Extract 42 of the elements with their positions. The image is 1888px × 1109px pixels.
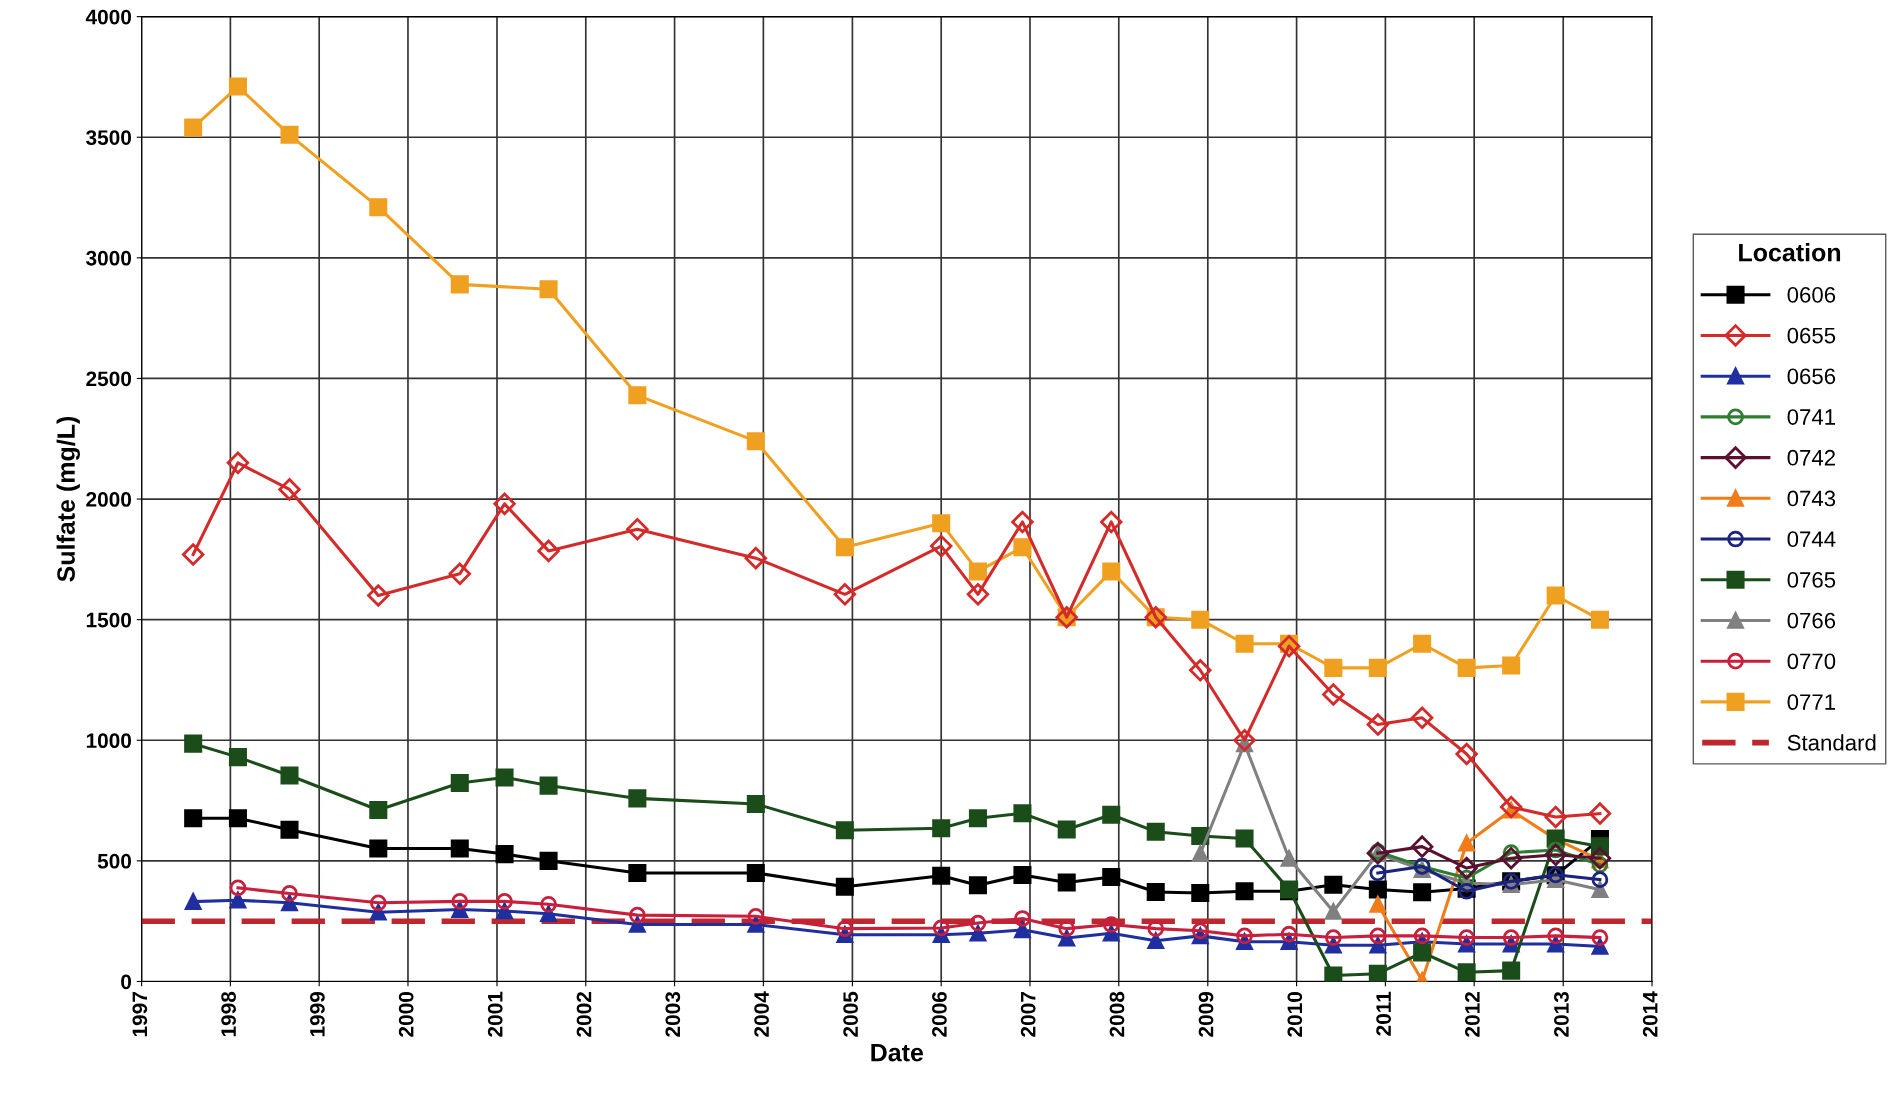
x-tick-label: 2006 — [932, 991, 947, 1037]
legend-label: 0606 — [1787, 287, 1836, 303]
x-tick-label: 2004 — [754, 991, 769, 1037]
legend-label: 0655 — [1787, 327, 1836, 344]
x-tick-label: 1997 — [132, 992, 148, 1037]
x-tick-label: 2003 — [665, 991, 681, 1037]
x-tick-label: 2002 — [576, 992, 592, 1037]
x-tick-label: 2001 — [487, 991, 503, 1037]
x-tick-label: 2012 — [1465, 992, 1480, 1037]
y-tick-label: 4000 — [85, 9, 132, 25]
y-tick-label: 1500 — [86, 612, 132, 628]
legend-label: 0771 — [1787, 694, 1835, 710]
y-axis-title: Sulfate (mg/L) — [56, 416, 80, 582]
legend-label: 0742 — [1787, 449, 1835, 466]
x-tick-label: 2007 — [1020, 992, 1036, 1037]
x-tick-label: 2000 — [398, 992, 414, 1037]
x-tick-label: 1999 — [310, 991, 325, 1037]
y-tick-label: 500 — [97, 853, 132, 869]
legend-title: Location — [1739, 243, 1841, 262]
y-tick-label: 2000 — [86, 492, 132, 507]
x-tick-label: 2009 — [1198, 991, 1214, 1037]
x-tick-label: 2014 — [1642, 991, 1658, 1037]
x-tick-label: 2013 — [1554, 991, 1569, 1037]
x-tick-label: 1998 — [221, 991, 236, 1037]
legend-label: 0656 — [1787, 368, 1836, 385]
legend-label: 0765 — [1787, 572, 1836, 588]
legend-label: 0741 — [1787, 409, 1835, 425]
y-tick-label: 1000 — [86, 733, 132, 749]
legend-label: 0770 — [1787, 653, 1836, 670]
y-tick-label: 3500 — [86, 130, 132, 146]
x-tick-label: 2005 — [843, 991, 858, 1037]
x-tick-label: 2011 — [1376, 991, 1391, 1036]
y-tick-label: 2500 — [86, 371, 132, 387]
y-tick-label: 0 — [121, 974, 132, 990]
x-tick-label: 2010 — [1287, 992, 1303, 1037]
y-tick-label: 3000 — [86, 250, 132, 266]
x-axis-title: Date — [871, 1044, 924, 1062]
legend-label: 0766 — [1787, 612, 1836, 629]
x-tick-label: 2008 — [1109, 991, 1125, 1037]
legend-label: 0744 — [1787, 531, 1836, 548]
legend-label: 0743 — [1787, 490, 1836, 507]
legend-label: Standard — [1787, 734, 1876, 751]
